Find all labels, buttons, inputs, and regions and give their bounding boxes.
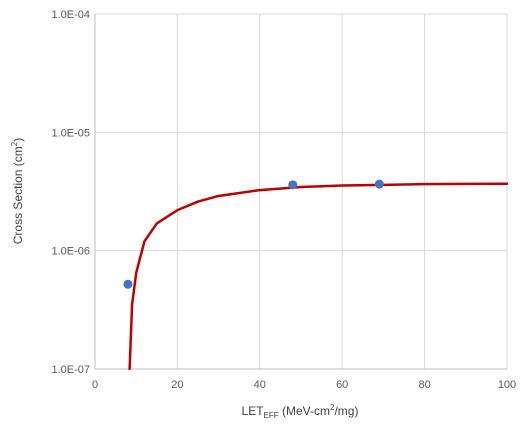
y-tick-label-1: 1.0E-06 — [51, 246, 90, 258]
axes — [94, 14, 507, 370]
series — [123, 179, 509, 371]
x-tick-label-80: 80 — [418, 379, 430, 391]
x-tick-label-0: 0 — [92, 379, 98, 391]
y-tick-label-3: 1.0E-04 — [51, 9, 90, 21]
grid — [95, 13, 508, 369]
x-tick-label-60: 60 — [336, 379, 348, 391]
data-point-0 — [123, 279, 133, 289]
fit-curve-line — [128, 182, 509, 371]
y-axis-title: Cross Section (cm2) — [10, 138, 25, 244]
data-point-2 — [374, 179, 384, 189]
x-tick-label-100: 100 — [498, 379, 516, 391]
data-point-1 — [288, 180, 298, 190]
tick-labels: 0 20 40 60 80 100 1.0E-07 1.0E-06 1.0E-05 1.0E-04 — [51, 9, 516, 391]
y-tick-label-0: 1.0E-07 — [51, 364, 90, 376]
y-tick-label-2: 1.0E-05 — [51, 127, 90, 139]
x-tick-label-20: 20 — [171, 379, 183, 391]
x-axis-title: LETEFF (MeV-cm2/mg) — [242, 403, 359, 420]
x-tick-label-40: 40 — [254, 379, 266, 391]
